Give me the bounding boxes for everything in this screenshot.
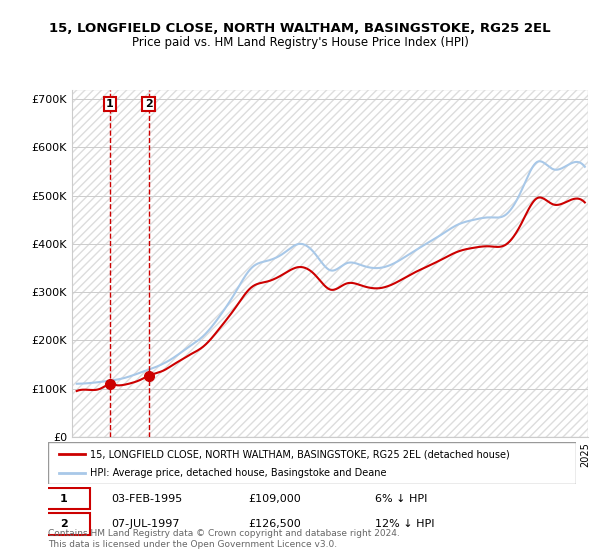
- Text: Contains HM Land Registry data © Crown copyright and database right 2024.
This d: Contains HM Land Registry data © Crown c…: [48, 529, 400, 549]
- Text: 12% ↓ HPI: 12% ↓ HPI: [376, 519, 435, 529]
- Text: 2: 2: [145, 99, 152, 109]
- FancyBboxPatch shape: [37, 514, 90, 535]
- FancyBboxPatch shape: [48, 442, 576, 484]
- Text: Price paid vs. HM Land Registry's House Price Index (HPI): Price paid vs. HM Land Registry's House …: [131, 36, 469, 49]
- Text: 07-JUL-1997: 07-JUL-1997: [112, 519, 180, 529]
- Text: 1: 1: [60, 494, 68, 504]
- Text: £126,500: £126,500: [248, 519, 301, 529]
- Text: 1: 1: [106, 99, 114, 109]
- Text: 15, LONGFIELD CLOSE, NORTH WALTHAM, BASINGSTOKE, RG25 2EL (detached house): 15, LONGFIELD CLOSE, NORTH WALTHAM, BASI…: [90, 449, 510, 459]
- Text: 03-FEB-1995: 03-FEB-1995: [112, 494, 182, 504]
- Text: 2: 2: [60, 519, 68, 529]
- FancyBboxPatch shape: [37, 488, 90, 510]
- Text: £109,000: £109,000: [248, 494, 301, 504]
- Text: 6% ↓ HPI: 6% ↓ HPI: [376, 494, 428, 504]
- Text: HPI: Average price, detached house, Basingstoke and Deane: HPI: Average price, detached house, Basi…: [90, 468, 387, 478]
- Text: 15, LONGFIELD CLOSE, NORTH WALTHAM, BASINGSTOKE, RG25 2EL: 15, LONGFIELD CLOSE, NORTH WALTHAM, BASI…: [49, 22, 551, 35]
